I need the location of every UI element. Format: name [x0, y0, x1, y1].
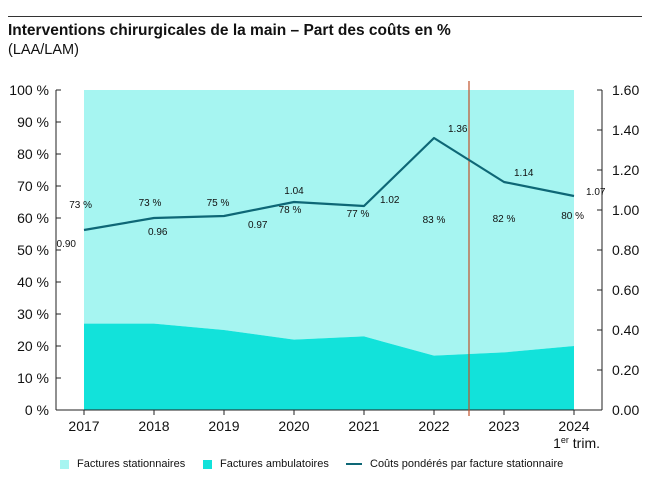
y-left-tick-label: 90 % [17, 114, 49, 130]
stationnaire-pct-label: 83 % [423, 215, 446, 226]
stationnaire-pct-label: 75 % [207, 198, 230, 209]
line-couts-ponderes [83, 136, 575, 232]
legend-label-stationnaires: Factures stationnaires [77, 458, 186, 470]
line-value-label: 0.97 [248, 220, 268, 231]
y-right-tick-label: 0.00 [612, 402, 639, 418]
y-left-tick-label: 10 % [17, 370, 49, 386]
line-value-label: 0.96 [148, 227, 168, 238]
x-tick-label: 2019 [208, 418, 239, 434]
y-left-tick-label: 20 % [17, 338, 49, 354]
chart-title: Interventions chirurgicales de la main –… [8, 22, 451, 39]
legend-swatch-couts [346, 463, 362, 465]
line-value-label: 1.36 [448, 124, 468, 135]
y-right-tick-label: 1.00 [612, 202, 639, 218]
y-left-tick-label: 30 % [17, 306, 49, 322]
x-tick-label: 2023 [488, 418, 519, 434]
y-left-tick-label: 50 % [17, 242, 49, 258]
legend-item-ambulatoires: Factures ambulatoires [203, 458, 329, 470]
x-tick-label: 2018 [138, 418, 169, 434]
y-right-tick-label: 1.20 [612, 162, 639, 178]
x-tick-label: 2022 [418, 418, 449, 434]
line-value-label: 1.02 [380, 195, 400, 206]
x-note-1er-trim: 1er trim. [553, 435, 600, 451]
line-value-label: 1.04 [284, 186, 304, 197]
legend-label-couts: Coûts pondérés par facture stationnaire [370, 458, 564, 470]
y-right-tick-label: 0.80 [612, 242, 639, 258]
legend-label-ambulatoires: Factures ambulatoires [220, 458, 329, 470]
area-stationnaires [84, 90, 574, 356]
y-right-tick-label: 0.60 [612, 282, 639, 298]
y-right-tick-label: 0.20 [612, 362, 639, 378]
line-value-label: 1.14 [514, 168, 534, 179]
line-value-label: 0.90 [57, 239, 77, 250]
x-tick-label: 2021 [348, 418, 379, 434]
legend-swatch-stationnaires [60, 459, 69, 469]
top-rule [8, 16, 642, 17]
legend-item-stationnaires: Factures stationnaires [60, 458, 185, 470]
y-left-tick-label: 100 % [9, 82, 49, 98]
y-right-tick-label: 1.60 [612, 82, 639, 98]
y-left-tick-label: 60 % [17, 210, 49, 226]
stationnaire-pct-label: 73 % [139, 198, 162, 209]
legend-swatch-ambulatoires [203, 459, 212, 469]
x-tick-label: 2020 [278, 418, 309, 434]
x-tick-label: 2024 [558, 418, 589, 434]
stationnaire-pct-label: 78 % [279, 205, 302, 216]
y-left-tick-label: 40 % [17, 274, 49, 290]
legend-item-couts: Coûts pondérés par facture stationnaire [346, 458, 563, 470]
area-ambulatoires [84, 323, 574, 410]
stationnaire-pct-label: 73 % [69, 200, 92, 211]
chart-legend: Factures stationnaires Factures ambulato… [0, 458, 650, 478]
stationnaire-pct-label: 77 % [347, 209, 370, 220]
line-value-label: 1.07 [586, 187, 606, 198]
y-right-tick-label: 0.40 [612, 322, 639, 338]
stationnaire-pct-label: 80 % [561, 211, 584, 222]
stationnaire-pct-label: 82 % [493, 214, 516, 225]
y-right-tick-label: 1.40 [612, 122, 639, 138]
x-tick-label: 2017 [68, 418, 99, 434]
y-left-tick-label: 70 % [17, 178, 49, 194]
y-left-tick-label: 80 % [17, 146, 49, 162]
y-left-tick-label: 0 % [25, 402, 49, 418]
chart-subtitle: (LAA/LAM) [8, 42, 79, 58]
